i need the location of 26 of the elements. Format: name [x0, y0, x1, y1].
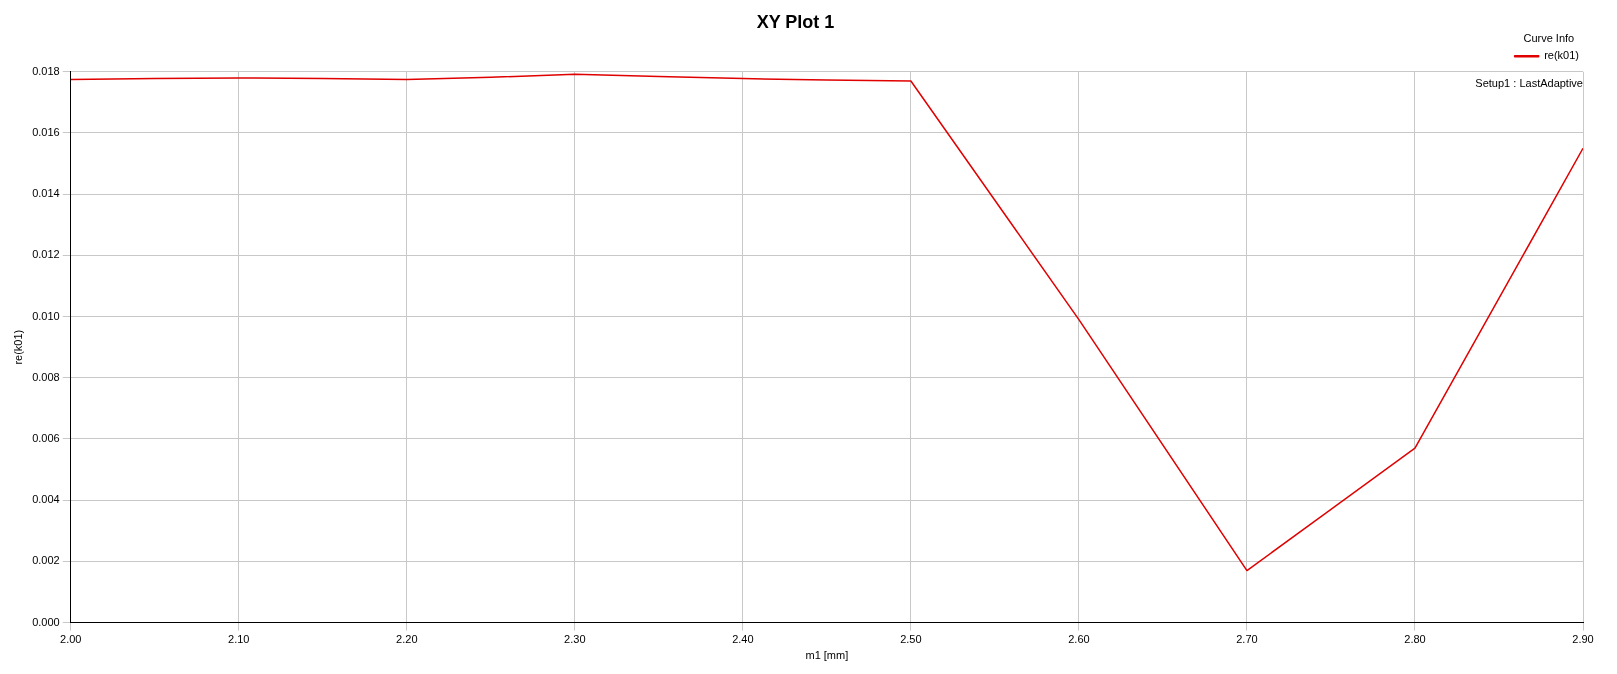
y-tick-label: 0.002 — [32, 554, 60, 567]
y-axis-title: re(k01) — [11, 329, 24, 365]
x-tick-label: 2.20 — [396, 633, 418, 646]
legend-title: Curve Info — [1523, 32, 1575, 45]
x-tick-label: 2.50 — [900, 633, 922, 646]
y-tick-label: 0.008 — [32, 370, 60, 383]
y-tick-label: 0.012 — [32, 248, 60, 261]
x-axis-title: m1 [mm] — [805, 649, 849, 662]
x-tick-label: 2.80 — [1404, 633, 1426, 646]
x-tick-label: 2.10 — [228, 633, 250, 646]
x-tick-label: 2.40 — [732, 633, 754, 646]
y-tick-label: 0.006 — [32, 432, 60, 445]
chart-title: XY Plot 1 — [756, 11, 835, 32]
y-tick-label: 0.010 — [32, 309, 60, 322]
y-tick-label: 0.018 — [32, 64, 60, 77]
y-tick-label: 0.016 — [32, 126, 60, 139]
y-tick-label: 0.000 — [32, 615, 60, 628]
annotation: Setup1 : LastAdaptive — [1475, 76, 1583, 89]
x-tick-label: 2.00 — [60, 633, 82, 646]
x-tick-label: 2.60 — [1068, 633, 1090, 646]
y-tick-label: 0.014 — [32, 187, 60, 200]
x-tick-label: 2.90 — [1572, 633, 1594, 646]
x-tick-label: 2.30 — [564, 633, 586, 646]
x-tick-label: 2.70 — [1236, 633, 1258, 646]
legend-label: re(k01) — [1544, 49, 1579, 62]
y-tick-label: 0.004 — [32, 493, 60, 506]
